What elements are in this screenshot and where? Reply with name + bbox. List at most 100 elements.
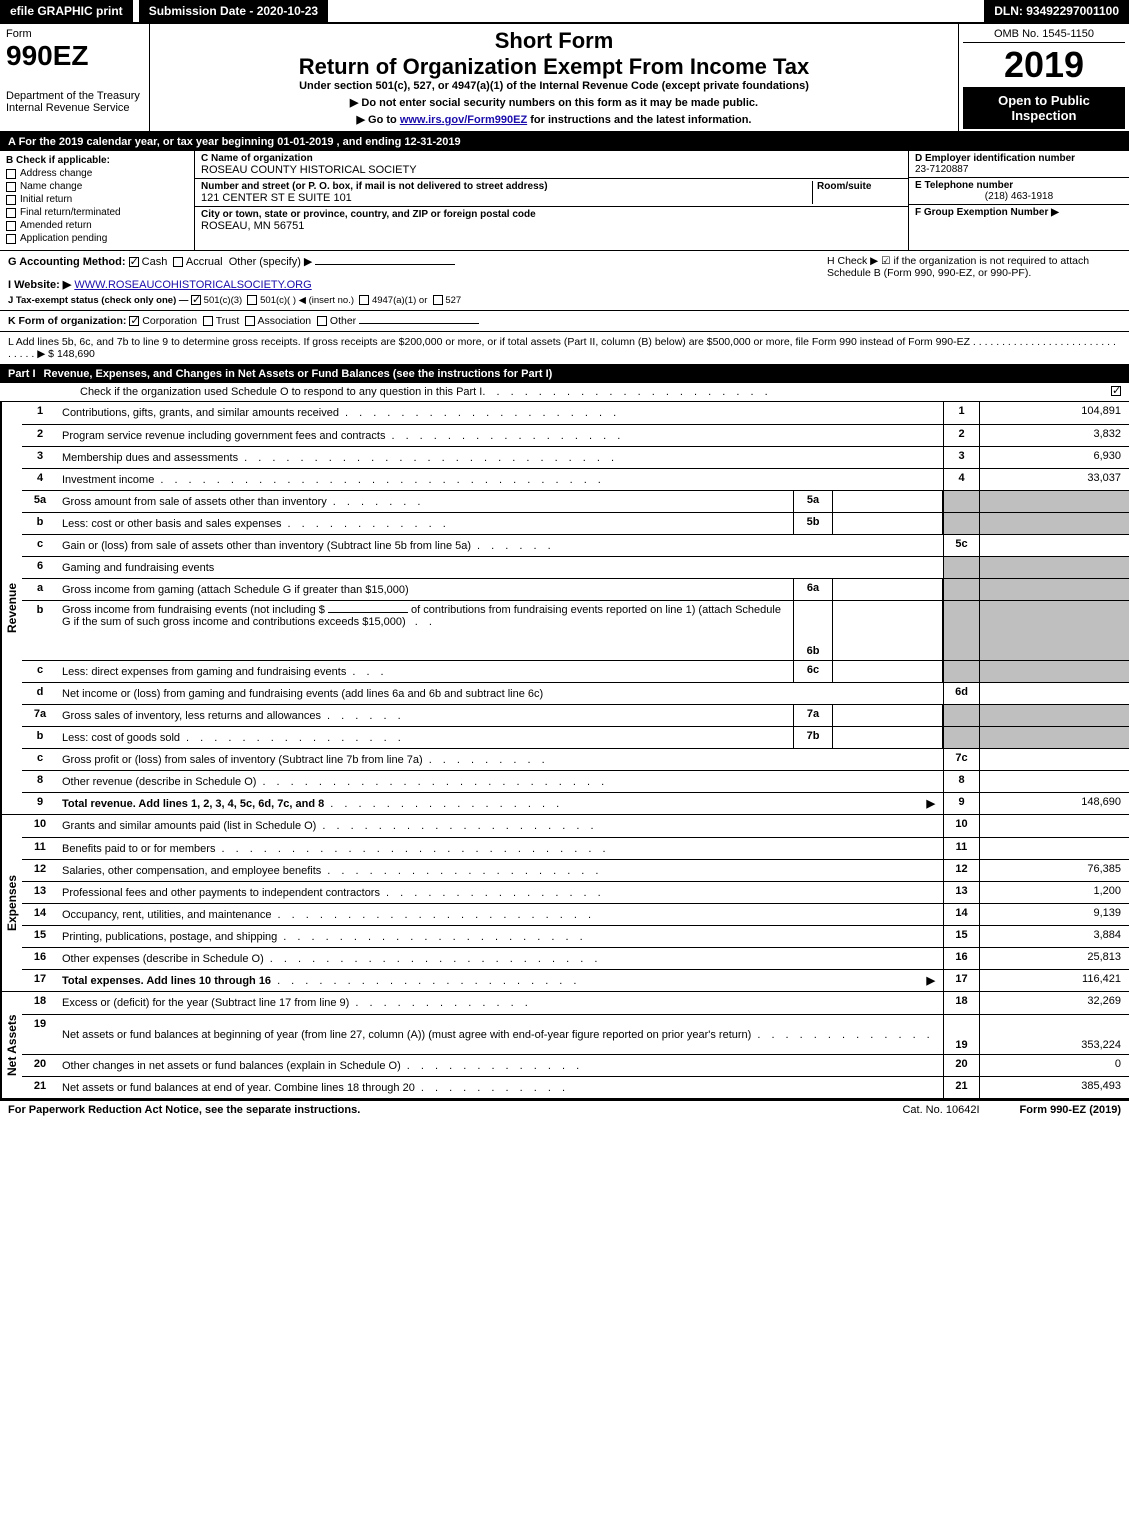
line-5a: 5a Gross amount from sale of assets othe… <box>22 490 1129 512</box>
header-center: Short Form Return of Organization Exempt… <box>150 24 959 131</box>
line-num: 6 <box>22 557 58 578</box>
check-501c[interactable] <box>247 295 257 305</box>
check-4947[interactable] <box>359 295 369 305</box>
line-desc: Gross sales of inventory, less returns a… <box>62 710 321 722</box>
arrow-icon: ▶ <box>923 974 939 987</box>
check-other-org[interactable] <box>317 316 327 326</box>
grey-cell <box>943 727 979 748</box>
revenue-side-label: Revenue <box>0 402 22 814</box>
line-desc: Investment income <box>62 474 154 486</box>
accrual-label: Accrual <box>186 256 223 268</box>
line-value <box>979 749 1129 770</box>
check-amended-return[interactable]: Amended return <box>6 220 188 231</box>
arrow-icon: ▶ <box>923 797 939 810</box>
j-opt3: 4947(a)(1) or <box>372 295 427 306</box>
line-value: 3,832 <box>979 425 1129 446</box>
line-num: d <box>22 683 58 704</box>
line-15: 15 Printing, publications, postage, and … <box>22 925 1129 947</box>
check-name-change[interactable]: Name change <box>6 181 188 192</box>
check-association[interactable] <box>245 316 255 326</box>
part1-header: Part I Revenue, Expenses, and Changes in… <box>0 365 1129 383</box>
check-corporation[interactable] <box>129 316 139 326</box>
line-4: 4 Investment income . . . . . . . . . . … <box>22 468 1129 490</box>
box-h-text: H Check ▶ ☑ if the organization is not r… <box>827 255 1089 279</box>
line-num: 1 <box>22 402 58 424</box>
expenses-table: 10 Grants and similar amounts paid (list… <box>22 815 1129 991</box>
line-a-begin: 01-01-2019 <box>277 136 333 148</box>
box-e-label: E Telephone number <box>915 180 1123 191</box>
efile-print-button[interactable]: efile GRAPHIC print <box>0 0 133 22</box>
check-label: Amended return <box>20 220 92 231</box>
box-l-arrow: ▶ $ <box>37 348 57 360</box>
line-ref: 14 <box>943 904 979 925</box>
dots: . . . . . . <box>471 540 939 552</box>
line-num: 4 <box>22 469 58 490</box>
check-cash[interactable] <box>129 257 139 267</box>
box-l-value: 148,690 <box>57 348 95 360</box>
k-other-input[interactable] <box>359 323 479 324</box>
dots: . . . . . . . . . . . . <box>282 518 789 530</box>
check-trust[interactable] <box>203 316 213 326</box>
header-left: Form 990EZ Department of the Treasury In… <box>0 24 150 131</box>
line-value: 3,884 <box>979 926 1129 947</box>
check-initial-return[interactable]: Initial return <box>6 194 188 205</box>
contrib-amount-input[interactable] <box>328 612 408 613</box>
grey-cell <box>979 727 1129 748</box>
part1-check-text: Check if the organization used Schedule … <box>80 386 482 398</box>
line-desc-1: Gross income from fundraising events (no… <box>62 604 325 616</box>
j-opt2: 501(c)( ) ◀ (insert no.) <box>260 295 354 306</box>
grey-cell <box>943 705 979 726</box>
line-6: 6 Gaming and fundraising events <box>22 556 1129 578</box>
line-num: 3 <box>22 447 58 468</box>
line-desc: Gross amount from sale of assets other t… <box>62 496 327 508</box>
omb-number: OMB No. 1545-1150 <box>963 26 1125 43</box>
line-10: 10 Grants and similar amounts paid (list… <box>22 815 1129 837</box>
line-ref: 4 <box>943 469 979 490</box>
sub-ref: 6b <box>793 601 833 660</box>
other-label: Other (specify) ▶ <box>229 256 313 268</box>
check-accrual[interactable] <box>173 257 183 267</box>
dots: . . . . . . . . . . . . . . . . . . . . … <box>256 776 939 788</box>
grey-cell <box>943 491 979 512</box>
line-num: 5a <box>22 491 58 512</box>
sub-value <box>833 513 943 534</box>
check-address-change[interactable]: Address change <box>6 168 188 179</box>
other-specify-input[interactable] <box>315 264 455 265</box>
box-c-street-label: Number and street (or P. O. box, if mail… <box>201 181 812 192</box>
box-h: H Check ▶ ☑ if the organization is not r… <box>819 251 1129 310</box>
website-link[interactable]: WWW.ROSEAUCOHISTORICALSOCIETY.ORG <box>74 279 311 291</box>
box-j-label: J Tax-exempt status (check only one) — <box>8 295 188 306</box>
dots: . . . . . . . . . . . . . . . . . . . . <box>321 865 939 877</box>
revenue-table: 1 Contributions, gifts, grants, and simi… <box>22 402 1129 814</box>
check-application-pending[interactable]: Application pending <box>6 233 188 244</box>
line-desc: Less: cost or other basis and sales expe… <box>62 518 282 530</box>
line-ref: 1 <box>943 402 979 424</box>
box-f-label: F Group Exemption Number ▶ <box>915 207 1123 218</box>
check-final-return[interactable]: Final return/terminated <box>6 207 188 218</box>
line-num: b <box>22 727 58 748</box>
line-12: 12 Salaries, other compensation, and emp… <box>22 859 1129 881</box>
irs-link[interactable]: www.irs.gov/Form990EZ <box>400 114 527 126</box>
part1-schedule-o-checkbox[interactable] <box>1111 386 1121 396</box>
box-b: B Check if applicable: Address change Na… <box>0 151 195 250</box>
dln-badge: DLN: 93492297001100 <box>984 0 1129 22</box>
box-k-label: K Form of organization: <box>8 315 126 327</box>
line-value: 148,690 <box>979 793 1129 814</box>
line-desc: Net income or (loss) from gaming and fun… <box>62 688 543 700</box>
box-l-text: L Add lines 5b, 6c, and 7b to line 9 to … <box>8 336 970 348</box>
line-ref: 10 <box>943 815 979 837</box>
check-527[interactable] <box>433 295 443 305</box>
dots: . . . . . . . . . . . . . . . . . . . . … <box>154 474 939 486</box>
line-20: 20 Other changes in net assets or fund b… <box>22 1054 1129 1076</box>
line-desc: Less: cost of goods sold <box>62 732 180 744</box>
line-desc: Net assets or fund balances at end of ye… <box>62 1082 415 1094</box>
line-a-tax-year: A For the 2019 calendar year, or tax yea… <box>0 133 1129 151</box>
line-num: 16 <box>22 948 58 969</box>
line-value: 385,493 <box>979 1077 1129 1098</box>
check-501c3[interactable] <box>191 295 201 305</box>
g-h-block: G Accounting Method: Cash Accrual Other … <box>0 251 1129 311</box>
line-value: 353,224 <box>979 1015 1129 1054</box>
box-g: G Accounting Method: Cash Accrual Other … <box>0 251 819 310</box>
line-value: 6,930 <box>979 447 1129 468</box>
j-opt1: 501(c)(3) <box>204 295 243 306</box>
